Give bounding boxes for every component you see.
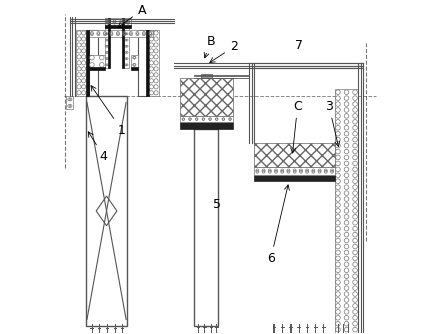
Bar (76, 30, 87, 96)
Bar (194, 129, 218, 326)
Bar (66, 97, 74, 109)
Text: 3: 3 (325, 100, 340, 146)
Text: 6: 6 (267, 185, 289, 265)
Text: 4: 4 (88, 132, 108, 163)
Bar (89, 55, 105, 68)
Bar (105, 18, 131, 26)
Text: 2: 2 (210, 40, 237, 62)
Text: A: A (117, 4, 146, 28)
Bar (122, 18, 124, 68)
Bar (86, 30, 89, 96)
Bar (146, 30, 149, 96)
Text: C: C (291, 100, 302, 153)
Text: 5: 5 (213, 198, 221, 211)
Bar (254, 143, 335, 167)
Bar (180, 122, 233, 129)
Text: 1: 1 (91, 86, 126, 137)
Bar (105, 25, 131, 28)
Bar (108, 18, 110, 68)
Bar (180, 78, 233, 116)
Bar (335, 89, 358, 333)
Bar (86, 96, 127, 326)
Bar (89, 30, 153, 37)
Bar (180, 116, 233, 122)
Bar (254, 175, 335, 181)
Bar (201, 74, 212, 78)
Bar (254, 167, 335, 175)
Text: 7: 7 (295, 39, 303, 52)
Bar (148, 30, 159, 96)
Bar (89, 67, 105, 70)
Bar (131, 67, 138, 70)
Bar (131, 55, 138, 68)
Bar (105, 18, 109, 68)
Bar (138, 30, 147, 96)
Bar (124, 18, 129, 68)
Bar (89, 30, 98, 96)
Text: B: B (204, 35, 215, 58)
